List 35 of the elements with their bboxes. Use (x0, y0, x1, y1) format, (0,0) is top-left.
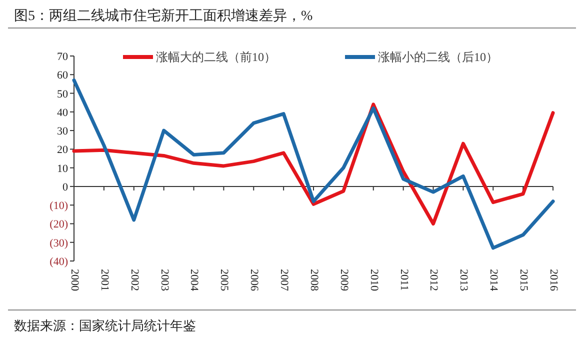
x-tick-label: 2001 (98, 269, 110, 291)
y-tick-label: 60 (57, 70, 68, 82)
x-tick-label: 2002 (128, 269, 140, 291)
y-tick-label: 50 (57, 88, 68, 100)
line-series (72, 78, 555, 250)
y-tick-label: (20) (50, 218, 68, 231)
x-tick-label: 2015 (518, 269, 530, 292)
y-tick-label: 20 (57, 144, 68, 156)
y-tick-label: 0 (62, 181, 68, 194)
source-note: 数据来源：国家统计局统计年鉴 (14, 318, 196, 333)
x-tick-label: 2003 (158, 269, 170, 292)
y-tick-label: (10) (50, 200, 68, 212)
x-tick-label: 2006 (248, 269, 260, 292)
legend-label: 涨幅大的二线（前10） (156, 50, 276, 64)
line-series (72, 102, 555, 226)
y-tick-label: 10 (57, 162, 68, 175)
x-tick-label: 2009 (338, 269, 350, 292)
x-tick-label: 2014 (488, 269, 500, 292)
y-tick-label: 30 (57, 126, 68, 138)
y-tick-label: (30) (50, 237, 68, 250)
x-tick-label: 2012 (428, 269, 440, 291)
x-tick-label: 2013 (458, 269, 470, 292)
x-tick-label: 2010 (368, 269, 380, 292)
y-tick-label: 70 (57, 51, 68, 63)
y-tick-label: (40) (50, 256, 68, 268)
x-tick-label: 2008 (308, 269, 320, 292)
x-tick-label: 2005 (218, 269, 230, 292)
legend-label: 涨幅小的二线（后10） (378, 50, 498, 64)
chart-title: 图5：两组二线城市住宅新开工面积增速差异，% (14, 8, 313, 24)
x-tick-label: 2004 (188, 269, 200, 292)
y-tick-label: 40 (57, 106, 68, 119)
x-tick-label: 2000 (68, 269, 80, 292)
x-tick-label: 2011 (398, 269, 410, 291)
x-tick-label: 2016 (547, 269, 560, 292)
x-tick-label: 2007 (278, 269, 290, 292)
